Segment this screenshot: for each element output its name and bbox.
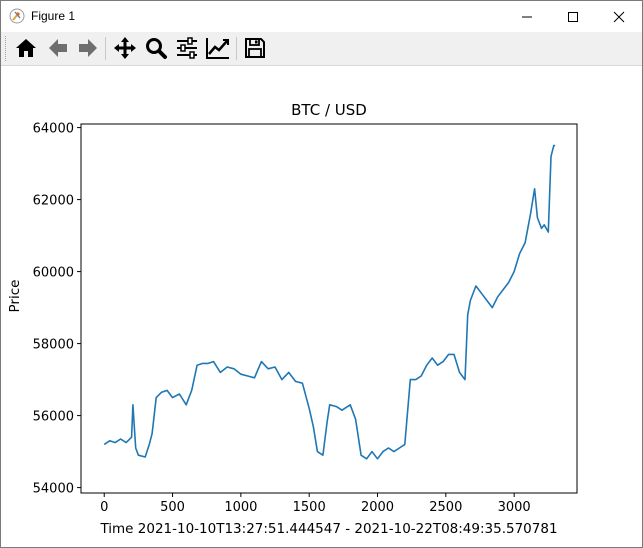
minimize-button[interactable] [504,1,550,32]
pan-button[interactable] [112,35,138,61]
y-tick-label: 62000 [33,194,74,209]
price-line [103,144,556,460]
close-button[interactable] [596,1,642,32]
close-icon [613,11,625,22]
floppy-disk-icon [245,38,265,58]
zoom-button[interactable] [143,35,169,61]
x-tick-label: 1500 [293,500,326,515]
chart[interactable]: BTC / USD 0 500 1000 1500 2000 2500 3000 54000 5… [1,66,642,547]
figure-canvas[interactable]: BTC / USD 0 500 1000 1500 2000 2500 3000 54000 5… [1,66,642,547]
chart-title: BTC / USD [291,101,367,119]
y-tick-label: 54000 [33,482,74,497]
y-axis-label: Price [7,280,23,313]
y-tick-label: 58000 [33,338,74,353]
home-button[interactable] [13,35,39,61]
x-tick-label: 1000 [224,500,257,515]
minimize-icon [522,16,532,17]
x-tick-label: 2500 [429,500,462,515]
y-tick-label: 64000 [33,122,74,137]
axes-edit-button[interactable] [205,35,231,61]
y-tick-label: 56000 [33,410,74,425]
y-tick-label: 60000 [33,266,74,281]
save-button[interactable] [242,35,268,61]
window-title: Figure 1 [31,9,76,23]
navigation-toolbar [1,32,642,66]
home-icon [16,39,36,57]
forward-button[interactable] [75,35,101,61]
sliders-icon [177,37,197,59]
toolbar-separator [236,37,237,60]
toolbar-grip [5,36,9,61]
subplots-button[interactable] [174,35,200,61]
app-icon [9,8,25,24]
magnifier-icon [146,38,167,59]
x-tick-label: 0 [100,500,108,515]
x-axis-label: Time 2021-10-10T13:27:51.444547 - 2021-1… [99,521,557,537]
maximize-icon [568,11,578,22]
axes-frame [80,123,578,494]
line-chart-icon [206,38,229,59]
x-tick-label: 3000 [498,500,531,515]
arrow-right-icon [79,39,97,57]
maximize-button[interactable] [550,1,596,32]
toolbar-separator [105,37,106,60]
arrow-left-icon [49,39,67,57]
x-tick-label: 2000 [361,500,394,515]
back-button[interactable] [45,35,71,61]
title-bar[interactable]: Figure 1 [1,1,642,32]
move-icon [114,37,136,59]
x-tick-label: 500 [160,500,185,515]
